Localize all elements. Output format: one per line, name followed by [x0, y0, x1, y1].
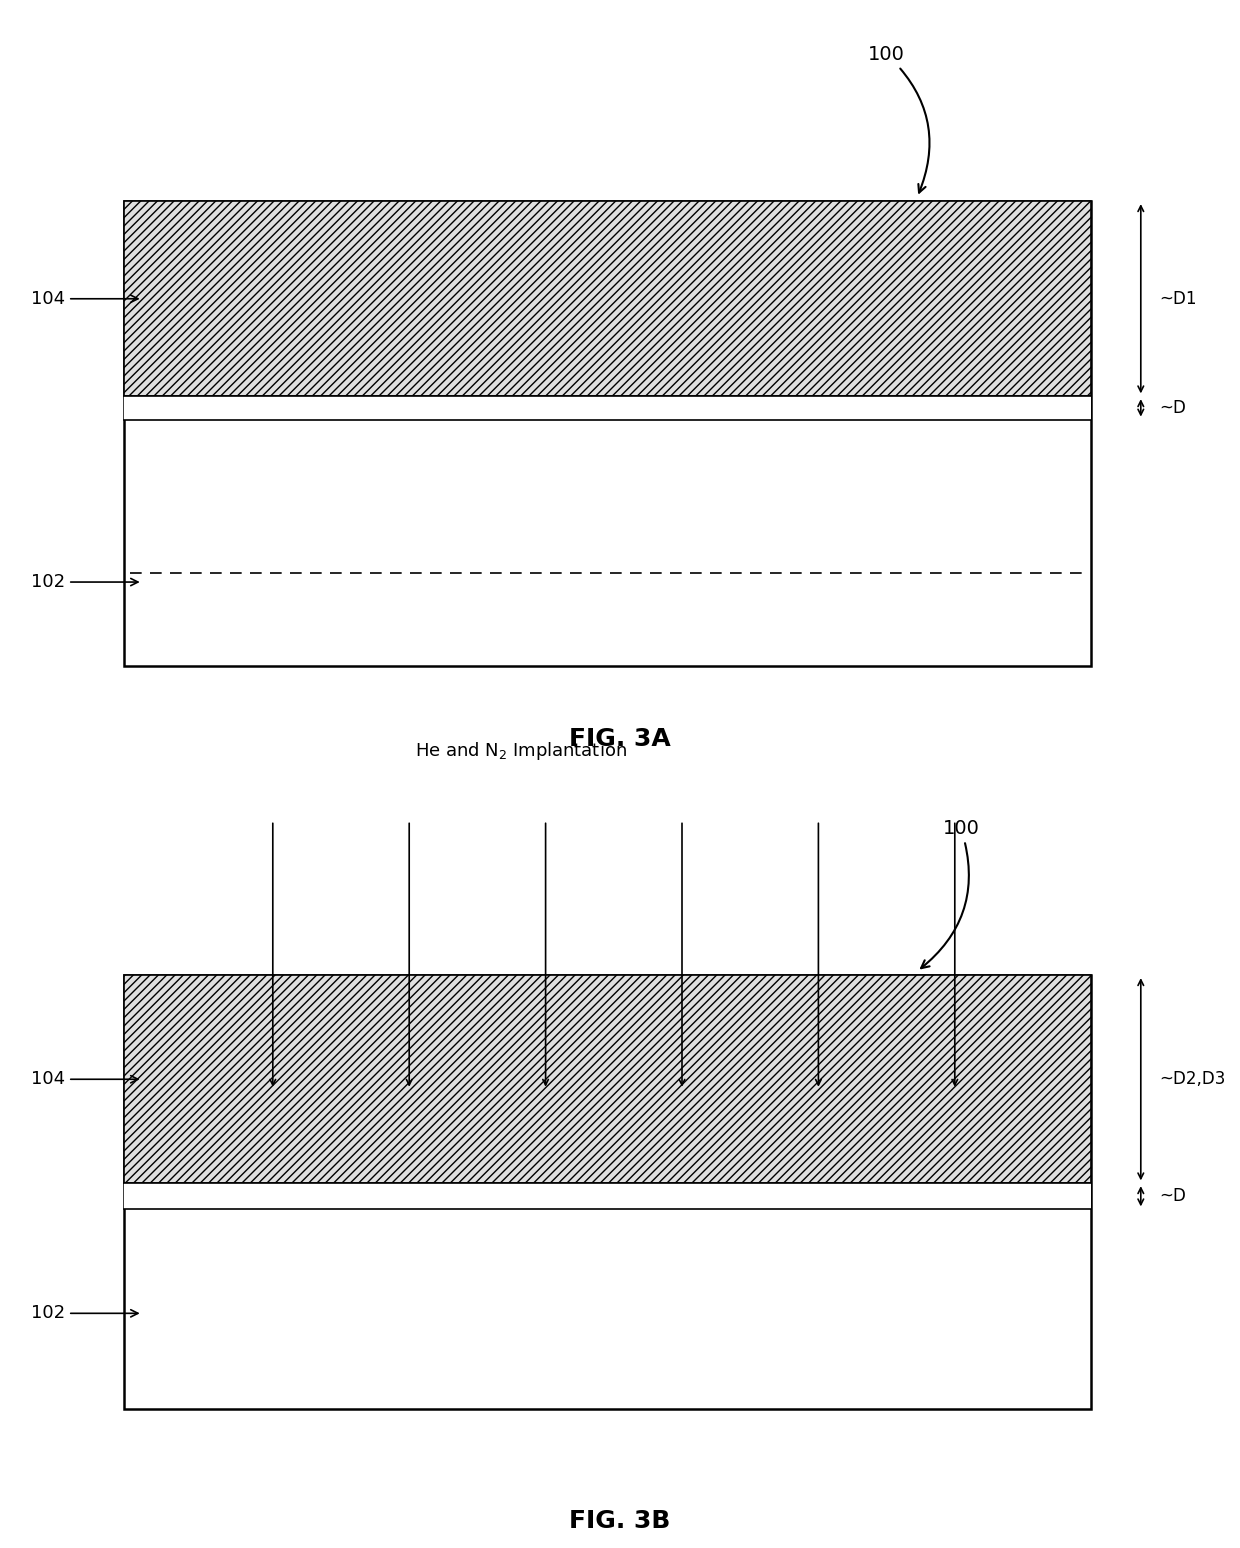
Text: He and N$_2$ Implantation: He and N$_2$ Implantation [415, 740, 626, 762]
Text: 102: 102 [31, 573, 138, 591]
Text: 100: 100 [868, 45, 930, 192]
Text: FIG. 3B: FIG. 3B [569, 1508, 671, 1533]
Text: ~D: ~D [1159, 1187, 1187, 1206]
Text: 104: 104 [31, 289, 138, 308]
Bar [124, 201, 1091, 396]
Text: ~D: ~D [1159, 399, 1187, 416]
Text: 100: 100 [921, 819, 980, 968]
Bar [124, 1183, 1091, 1209]
Text: ~D1: ~D1 [1159, 289, 1197, 308]
Text: 104: 104 [31, 1070, 138, 1088]
Bar [124, 975, 1091, 1183]
Text: ~D2,D3: ~D2,D3 [1159, 1070, 1226, 1088]
Bar [124, 975, 1091, 1409]
Text: 102: 102 [31, 1305, 138, 1322]
Bar [124, 396, 1091, 420]
Text: FIG. 3A: FIG. 3A [569, 726, 671, 751]
Bar [124, 201, 1091, 666]
